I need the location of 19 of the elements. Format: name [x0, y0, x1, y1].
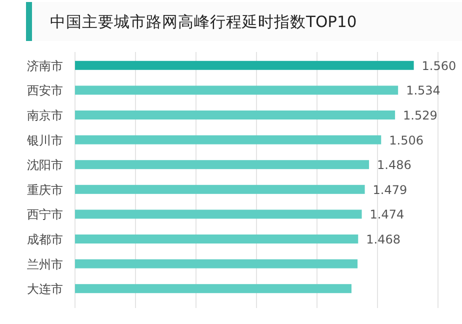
data-label: 1.534 — [406, 84, 440, 98]
y-tick-label: 沈阳市 — [27, 158, 63, 172]
y-tick-label: 重庆市 — [27, 182, 63, 197]
data-label: 1.474 — [370, 208, 404, 222]
data-label: 1.529 — [403, 108, 438, 122]
y-tick-label: 济南市 — [27, 58, 63, 73]
chart-title: 中国主要城市路网高峰行程延时指数TOP10 — [50, 13, 357, 31]
y-tick-label: 南京市 — [27, 108, 63, 122]
y-tick-label: 西宁市 — [27, 208, 63, 222]
y-tick-label: 成都市 — [27, 232, 63, 246]
y-tick-label: 银川市 — [26, 133, 63, 148]
data-label: 1.506 — [389, 133, 424, 148]
data-label: 1.479 — [372, 182, 408, 197]
y-tick-label: 大连市 — [27, 282, 63, 296]
y-tick-label: 兰州市 — [27, 257, 63, 272]
y-tick-label: 西安市 — [27, 84, 63, 98]
data-label: 1.486 — [377, 158, 412, 172]
data-label: 1.468 — [366, 232, 400, 246]
data-label: 1.560 — [422, 58, 456, 73]
